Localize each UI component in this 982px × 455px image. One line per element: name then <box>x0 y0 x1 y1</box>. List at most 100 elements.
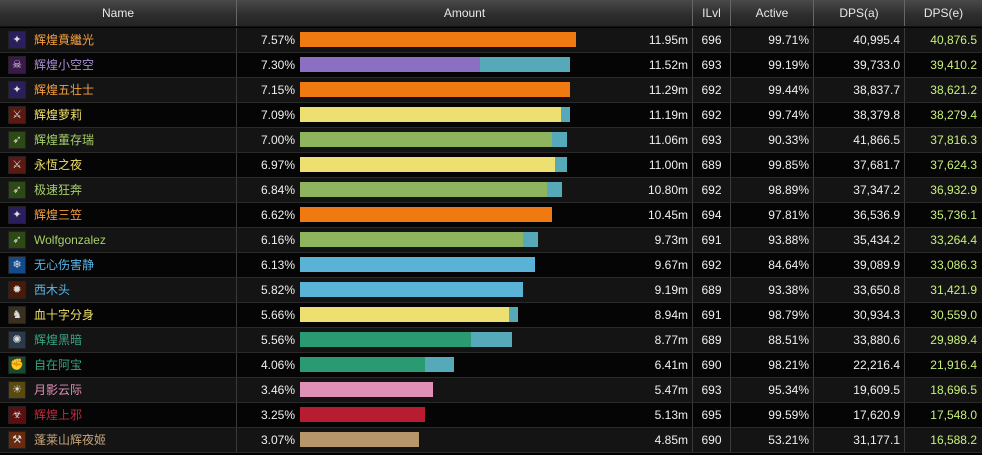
ilvl-value: 692 <box>693 103 731 127</box>
table-header: Name Amount ILvl Active DPS(a) DPS(e) <box>0 0 982 27</box>
table-row[interactable]: ❄ 无心伤害静 6.13% 9.67m 692 84.64% 39,089.9 33,086.… <box>0 253 982 278</box>
active-value: 95.34% <box>731 378 814 402</box>
amount-bar-extra <box>523 232 538 247</box>
header-active[interactable]: Active <box>731 0 814 26</box>
amount-value: 11.95m <box>600 28 693 52</box>
percent-value: 7.00% <box>260 133 295 147</box>
amount-bar-extra <box>509 307 518 322</box>
rogue-blade-icon: ⚔ <box>8 106 26 124</box>
player-name: 辉煌五壮士 <box>34 83 95 97</box>
player-name: 无心伤害静 <box>34 258 95 272</box>
percent-value: 7.57% <box>260 33 295 47</box>
warrior-strike-icon: ⚒ <box>8 431 26 449</box>
amount-bar <box>300 257 535 272</box>
name-cell: ☀ 月影云际 <box>0 378 237 402</box>
ilvl-value: 691 <box>693 228 731 252</box>
dps-e-value: 38,279.4 <box>930 108 977 122</box>
dps-a-value: 38,837.7 <box>814 78 905 102</box>
active-value: 93.38% <box>731 278 814 302</box>
active-value: 84.64% <box>731 253 814 277</box>
name-cell: ➶ Wolfgonzalez <box>0 228 237 252</box>
amount-bar-extra <box>471 332 512 347</box>
amount-value: 11.06m <box>600 128 693 152</box>
percent-value: 7.15% <box>260 83 295 97</box>
table-row[interactable]: ➶ 极速狂奔 6.84% 10.80m 692 98.89% 37,347.2 36,932.… <box>0 178 982 203</box>
player-name: 血十字分身 <box>34 308 95 322</box>
dps-e-value: 31,421.9 <box>930 283 977 297</box>
player-name: 自在阿宝 <box>34 358 83 372</box>
amount-value: 6.41m <box>600 353 693 377</box>
shadow-magic-icon: ✦ <box>8 31 26 49</box>
table-row[interactable]: ⚔ 辉煌萝莉 7.09% 11.19m 692 99.74% 38,379.8 38,279.… <box>0 103 982 128</box>
percent-value: 4.06% <box>260 358 295 372</box>
amount-bar <box>300 107 561 122</box>
table-row[interactable]: ✦ 辉煌五壮士 7.15% 11.29m 692 99.44% 38,837.7 38,621… <box>0 78 982 103</box>
amount-bar <box>300 232 523 247</box>
shadow-magic-icon: ✦ <box>8 81 26 99</box>
dps-a-value: 33,650.8 <box>814 278 905 302</box>
dps-e-value: 39,410.2 <box>930 58 977 72</box>
amount-value: 10.80m <box>600 178 693 202</box>
dps-e-value: 18,696.5 <box>930 383 977 397</box>
table-row[interactable]: ✦ 辉煌三笠 6.62% 10.45m 694 97.81% 36,536.9 35,736.… <box>0 203 982 228</box>
monk-fist-icon: ✊ <box>8 356 26 374</box>
header-name[interactable]: Name <box>0 0 237 26</box>
table-row[interactable]: ♞ 血十字分身 5.66% 8.94m 691 98.79% 30,934.3 30,559.… <box>0 303 982 328</box>
ilvl-value: 691 <box>693 303 731 327</box>
amount-value: 9.19m <box>600 278 693 302</box>
table-row[interactable]: ☣ 辉煌上邪 3.25% 5.13m 695 99.59% 17,620.9 17,548.0 <box>0 403 982 428</box>
ilvl-value: 693 <box>693 53 731 77</box>
active-value: 88.51% <box>731 328 814 352</box>
dps-a-value: 17,620.9 <box>814 403 905 427</box>
header-dps-e[interactable]: DPS(e) <box>923 6 964 20</box>
table-row[interactable]: ➶ 辉煌董存瑞 7.00% 11.06m 693 90.33% 41,866.5 37,816… <box>0 128 982 153</box>
amount-value: 10.45m <box>600 203 693 227</box>
amount-bar-extra <box>555 157 567 172</box>
table-row[interactable]: ⚒ 蓬莱山辉夜姬 3.07% 4.85m 690 53.21% 31,177.1 16,588… <box>0 428 982 453</box>
ilvl-value: 692 <box>693 178 731 202</box>
amount-bar <box>300 307 509 322</box>
active-value: 99.71% <box>731 28 814 52</box>
header-amount[interactable]: Amount <box>237 0 693 26</box>
demon-portrait-icon: ☠ <box>8 56 26 74</box>
table-row[interactable]: ⚔ 永恆之夜 6.97% 11.00m 689 99.85% 37,681.7 37,624.… <box>0 153 982 178</box>
amount-bar <box>300 82 570 97</box>
active-value: 93.88% <box>731 228 814 252</box>
header-dps-a[interactable]: DPS(a) <box>814 0 905 26</box>
percent-value: 3.07% <box>260 433 295 447</box>
amount-bar <box>300 382 433 397</box>
amount-value: 11.19m <box>600 103 693 127</box>
table-row[interactable]: ☀ 月影云际 3.46% 5.47m 693 95.34% 19,609.5 18,696.5 <box>0 378 982 403</box>
name-cell: ⚒ 蓬莱山辉夜姬 <box>0 428 237 452</box>
amount-bar <box>300 32 576 47</box>
active-value: 99.44% <box>731 78 814 102</box>
name-cell: ⚔ 永恆之夜 <box>0 153 237 177</box>
amount-bar <box>300 407 425 422</box>
amount-value: 11.52m <box>600 53 693 77</box>
table-row[interactable]: ✊ 自在阿宝 4.06% 6.41m 690 98.21% 22,216.4 21,916.4 <box>0 353 982 378</box>
amount-value: 9.73m <box>600 228 693 252</box>
table-row[interactable]: ☠ 辉煌小空空 7.30% 11.52m 693 99.19% 39,733.0 39,410… <box>0 53 982 78</box>
table-row[interactable]: ✹ 西木头 5.82% 9.19m 689 93.38% 33,650.8 31,421.9 <box>0 278 982 303</box>
active-value: 98.89% <box>731 178 814 202</box>
hunter-beast-icon: ➶ <box>8 231 26 249</box>
player-name: 辉煌黑暗 <box>34 333 83 347</box>
percent-value: 6.97% <box>260 158 295 172</box>
amount-value: 8.94m <box>600 303 693 327</box>
fire-magic-icon: ✹ <box>8 281 26 299</box>
table-row[interactable]: ✺ 辉煌黑暗 5.56% 8.77m 689 88.51% 33,880.6 29,989.4 <box>0 328 982 353</box>
dps-a-value: 22,216.4 <box>814 353 905 377</box>
name-cell: ☣ 辉煌上邪 <box>0 403 237 427</box>
table-row[interactable]: ✦ 辉煌賁繼光 7.57% 11.95m 696 99.71% 40,995.4 40,876… <box>0 28 982 53</box>
percent-value: 6.16% <box>260 233 295 247</box>
amount-value: 11.00m <box>600 153 693 177</box>
dps-a-value: 19,609.5 <box>814 378 905 402</box>
dps-e-value: 33,264.4 <box>930 233 977 247</box>
header-ilvl[interactable]: ILvl <box>693 0 731 26</box>
table-row[interactable]: ➶ Wolfgonzalez 6.16% 9.73m 691 93.88% 35,434.2… <box>0 228 982 253</box>
hunter-beast-icon: ➶ <box>8 181 26 199</box>
frost-magic-icon: ❄ <box>8 256 26 274</box>
dps-a-value: 37,681.7 <box>814 153 905 177</box>
dps-e-value: 38,621.2 <box>930 83 977 97</box>
amount-bar-extra <box>561 107 570 122</box>
